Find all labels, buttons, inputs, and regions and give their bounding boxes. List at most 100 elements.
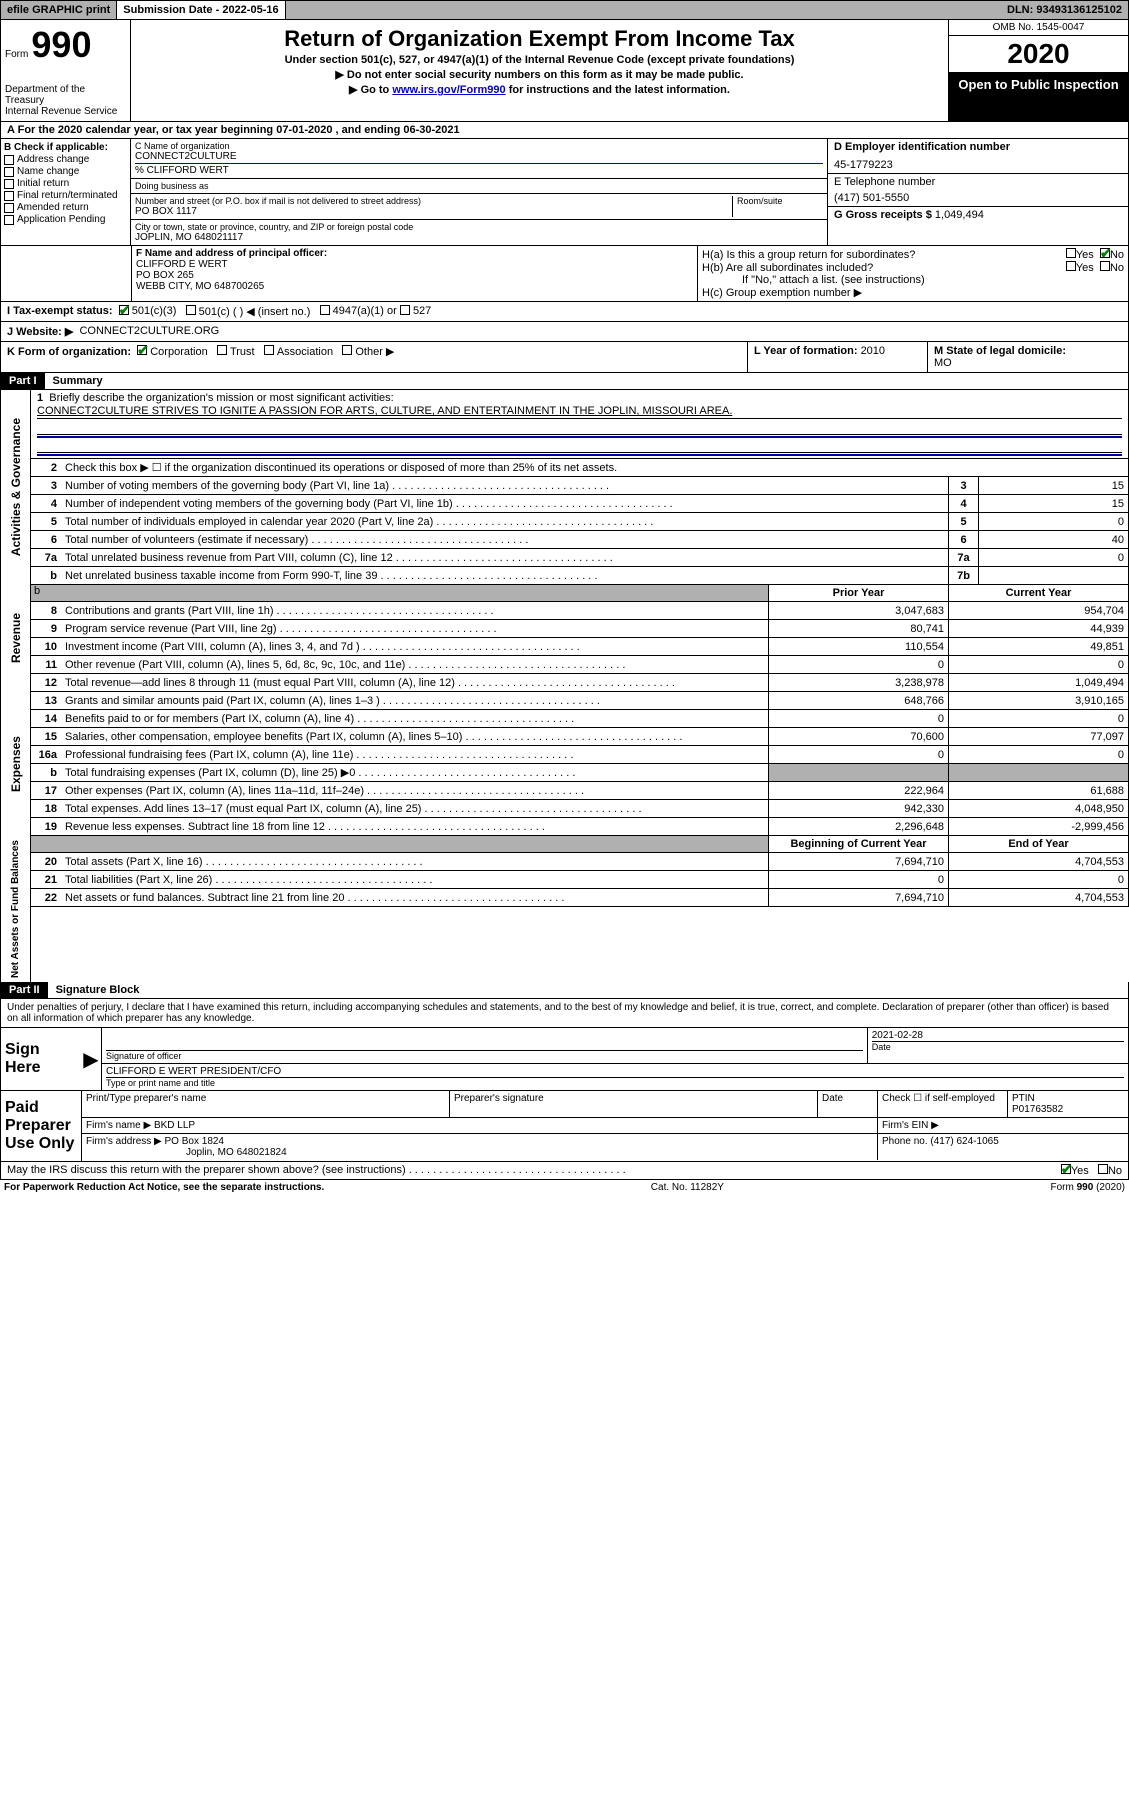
line-text: Total assets (Part X, line 16): [61, 855, 768, 869]
i-501c-cb[interactable]: [186, 305, 196, 315]
cb-name-label: Name change: [17, 166, 79, 177]
line-text: Benefits paid to or for members (Part IX…: [61, 712, 768, 726]
line-6: 6 Total number of volunteers (estimate i…: [31, 531, 1129, 549]
cb-app-pending[interactable]: Application Pending: [4, 214, 127, 225]
section-f-spacer: [1, 246, 131, 301]
rev-vlabel: Revenue: [7, 609, 25, 667]
line-text: Total number of individuals employed in …: [61, 515, 948, 529]
discuss-yes-cb[interactable]: [1061, 1164, 1071, 1174]
instr2-suffix: for instructions and the latest informat…: [509, 84, 730, 96]
line-13: 13 Grants and similar amounts paid (Part…: [31, 692, 1129, 710]
phone-row: E Telephone number (417) 501-5550: [828, 174, 1128, 207]
firm-ein-cell: Firm's EIN ▶: [878, 1118, 1128, 1133]
line-b: b Total fundraising expenses (Part IX, c…: [31, 764, 1129, 782]
gov-vlabel: Activities & Governance: [7, 414, 25, 560]
line-a-text: For the 2020 calendar year, or tax year …: [18, 124, 460, 136]
line-a-tax-year: A For the 2020 calendar year, or tax yea…: [0, 122, 1129, 139]
street-row: Number and street (or P.O. box if mail i…: [131, 194, 827, 220]
line-18: 18 Total expenses. Add lines 13–17 (must…: [31, 800, 1129, 818]
line-prior: 7,694,710: [768, 889, 948, 906]
ein-value: 45-1779223: [834, 159, 1122, 171]
discuss-no-cb[interactable]: [1098, 1164, 1108, 1174]
section-fh-row: F Name and address of principal officer:…: [0, 246, 1129, 302]
net-header-spacer: [31, 836, 768, 852]
line-text: Net assets or fund balances. Subtract li…: [61, 891, 768, 905]
cb-amended[interactable]: Amended return: [4, 202, 127, 213]
ha-no-cb[interactable]: [1100, 248, 1110, 258]
line-text: Other revenue (Part VIII, column (A), li…: [61, 658, 768, 672]
sig-officer-field[interactable]: Signature of officer: [102, 1028, 867, 1063]
firm-addr2: Joplin, MO 648021824: [86, 1147, 287, 1158]
line-prior: 70,600: [768, 728, 948, 745]
k-corp-cb[interactable]: [137, 345, 147, 355]
cb-address-change[interactable]: Address change: [4, 154, 127, 165]
hb-yes-cb[interactable]: [1066, 261, 1076, 271]
line-val: 0: [978, 549, 1128, 566]
line-curr: 954,704: [948, 602, 1128, 619]
care-of: % CLIFFORD WERT: [135, 165, 823, 176]
paid-preparer-label: Paid Preparer Use Only: [1, 1091, 81, 1161]
cb-name-change[interactable]: Name change: [4, 166, 127, 177]
omb-number: OMB No. 1545-0047: [949, 20, 1128, 36]
k-trust-cb[interactable]: [217, 345, 227, 355]
preparer-content: Print/Type preparer's name Preparer's si…: [81, 1091, 1128, 1161]
line-14: 14 Benefits paid to or for members (Part…: [31, 710, 1129, 728]
line-text: Number of voting members of the governin…: [61, 479, 948, 493]
gov-vlabel-col: Activities & Governance: [1, 390, 31, 585]
cb-final-return[interactable]: Final return/terminated: [4, 190, 127, 201]
part2-header-row: Part II Signature Block: [0, 982, 1129, 999]
line-l: L Year of formation: 2010: [748, 342, 928, 372]
line-m-value: MO: [934, 357, 952, 369]
sig-officer-label: Signature of officer: [106, 1050, 863, 1061]
i-4947-cb[interactable]: [320, 305, 330, 315]
phone-value: (417) 501-5550: [834, 192, 1122, 204]
hb-yesno: Yes No: [1066, 261, 1124, 274]
dba-row: Doing business as: [131, 179, 827, 194]
line-box: 7b: [948, 567, 978, 584]
check-self-employed[interactable]: Check ☐ if self-employed: [878, 1091, 1008, 1117]
i-501c-label: 501(c) ( ) ◀ (insert no.): [199, 305, 311, 318]
line-20: 20 Total assets (Part X, line 16) 7,694,…: [31, 853, 1129, 871]
cb-initial-return[interactable]: Initial return: [4, 178, 127, 189]
gov-section: Activities & Governance 1 Briefly descri…: [0, 390, 1129, 585]
line-2-num: 2: [31, 461, 61, 475]
title-box: Return of Organization Exempt From Incom…: [131, 20, 948, 121]
ptin-value: P01763582: [1012, 1104, 1124, 1115]
city-row: City or town, state or province, country…: [131, 220, 827, 245]
line-text: Number of independent voting members of …: [61, 497, 948, 511]
line-j-row: J Website: ▶ CONNECT2CULTURE.ORG: [0, 322, 1129, 342]
net-vlabel-col: Net Assets or Fund Balances: [1, 836, 31, 982]
instr-line-2: ▶ Go to www.irs.gov/Form990 for instruct…: [139, 83, 940, 96]
ha-yes-label: Yes: [1076, 249, 1094, 261]
efile-print-label[interactable]: efile GRAPHIC print: [1, 1, 117, 19]
line-num: 7a: [31, 551, 61, 565]
line-5: 5 Total number of individuals employed i…: [31, 513, 1129, 531]
k-other-cb[interactable]: [342, 345, 352, 355]
ha-yes-cb[interactable]: [1066, 248, 1076, 258]
i-527-cb[interactable]: [400, 305, 410, 315]
sign-here-label: Sign Here: [1, 1028, 81, 1090]
paperwork-notice: For Paperwork Reduction Act Notice, see …: [4, 1182, 324, 1193]
instr-line-1: ▶ Do not enter social security numbers o…: [139, 68, 940, 81]
rev-section: Revenue b Prior Year Current Year 8 Cont…: [0, 585, 1129, 692]
line-21: 21 Total liabilities (Part X, line 26) 0…: [31, 871, 1129, 889]
irs-link[interactable]: www.irs.gov/Form990: [392, 84, 505, 96]
k-assoc-cb[interactable]: [264, 345, 274, 355]
line-num: 4: [31, 497, 61, 511]
net-content: Beginning of Current Year End of Year 20…: [31, 836, 1129, 982]
line-curr: 0: [948, 710, 1128, 727]
section-bcd-row: B Check if applicable: Address change Na…: [0, 139, 1129, 246]
line-l-value: 2010: [861, 345, 885, 357]
line-prior: 0: [768, 710, 948, 727]
hb-no-cb[interactable]: [1100, 261, 1110, 271]
line-text: Total fundraising expenses (Part IX, col…: [61, 765, 768, 780]
line-val: 15: [978, 495, 1128, 512]
dln-value: 93493136125102: [1036, 4, 1122, 16]
line-num: 13: [31, 694, 61, 708]
line-text: Total expenses. Add lines 13–17 (must eq…: [61, 802, 768, 816]
line-num: 8: [31, 604, 61, 618]
form-prefix: Form: [5, 49, 28, 60]
instr2-prefix: ▶ Go to: [349, 84, 392, 96]
i-501c3-cb[interactable]: [119, 305, 129, 315]
ha-no-label: No: [1110, 249, 1124, 261]
